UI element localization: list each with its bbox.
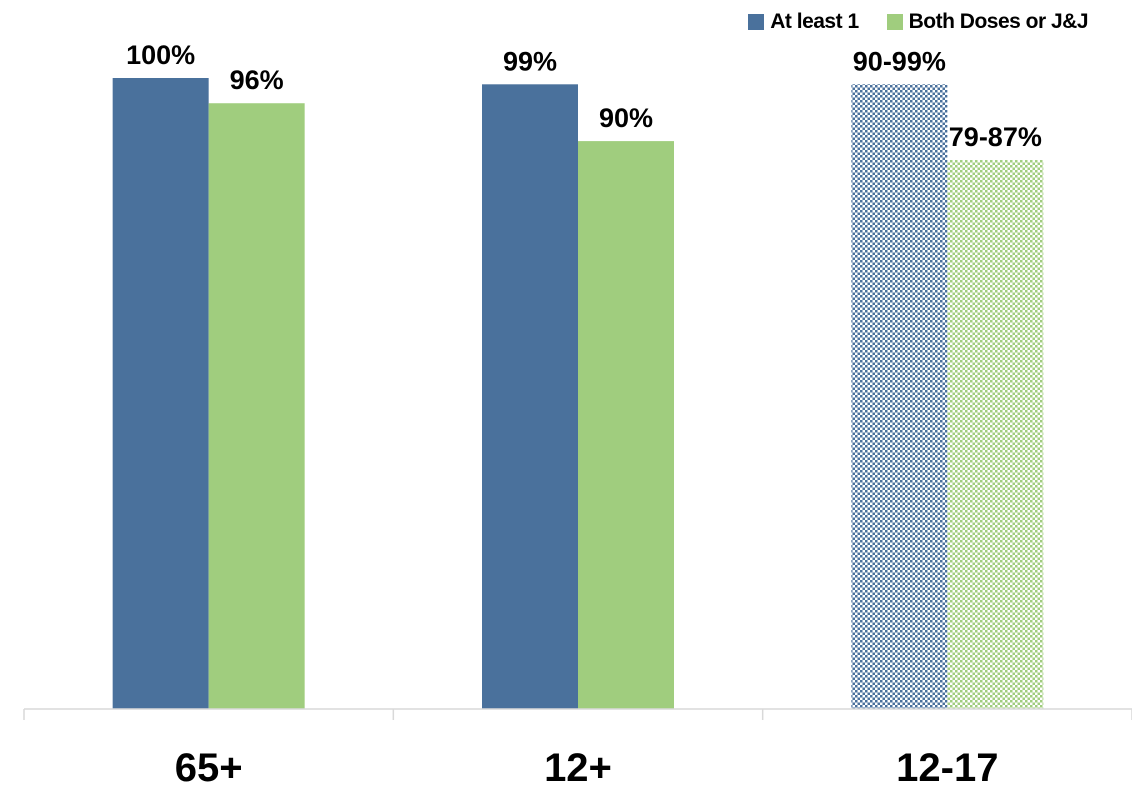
bar-both-doses-12-17 [947, 160, 1044, 709]
data-label-at-least-1-12+: 99% [503, 46, 557, 76]
data-label-both-doses-65+: 96% [230, 65, 284, 95]
bar-at-least-1-12+ [482, 84, 578, 709]
legend-swatch-both-doses [886, 14, 903, 30]
legend-item-at-least-1: At least 1 [748, 10, 859, 34]
data-label-at-least-1-65+: 100% [126, 40, 195, 70]
legend-item-both-doses: Both Doses or J&J [886, 10, 1089, 34]
bar-both-doses-12+ [578, 141, 674, 710]
x-tick-label-12-17: 12-17 [896, 746, 998, 786]
legend-swatch-at-least-1 [748, 14, 765, 30]
x-tick-label-12+: 12+ [544, 746, 612, 786]
legend-label-at-least-1: At least 1 [770, 10, 859, 33]
data-label-at-least-1-12-17: 90-99% [853, 46, 946, 76]
bar-at-least-1-12-17 [851, 84, 948, 709]
legend-label-both-doses: Both Doses or J&J [908, 10, 1089, 33]
data-label-both-doses-12-17: 79-87% [949, 122, 1042, 152]
bar-both-doses-65+ [208, 103, 305, 710]
legend: At least 1 Both Doses or J&J [720, 10, 1089, 34]
bar-at-least-1-65+ [112, 78, 209, 709]
x-tick-label-65+: 65+ [175, 746, 243, 786]
data-label-both-doses-12+: 90% [599, 103, 653, 133]
